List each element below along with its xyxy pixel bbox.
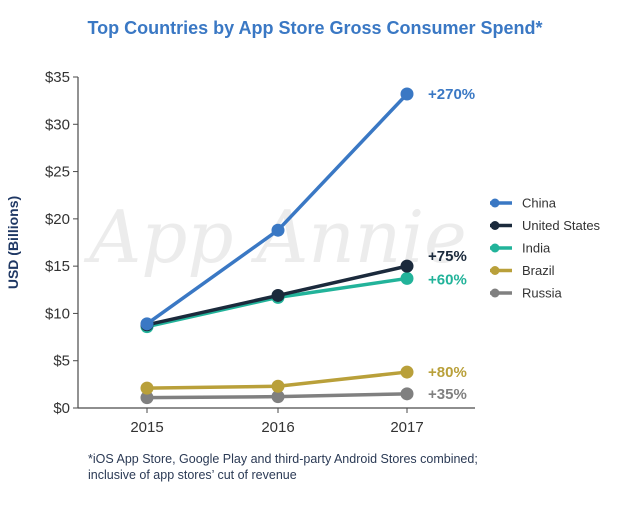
y-tick-label: $30: [45, 116, 70, 133]
data-point-russia: [140, 391, 154, 405]
legend-label-india: India: [522, 241, 551, 256]
legend-label-russia: Russia: [522, 286, 563, 301]
data-point-united-states: [400, 259, 414, 273]
legend-marker-china: [490, 198, 500, 208]
y-tick-label: $20: [45, 211, 70, 228]
legend: China United States India Brazil Russia: [490, 196, 601, 301]
series-lines: [140, 87, 414, 405]
y-tick-label: $15: [45, 258, 70, 275]
data-point-brazil: [140, 381, 154, 395]
legend-marker-russia: [490, 288, 500, 298]
x-tick-label: 2017: [390, 419, 423, 436]
annotation-united-states: +75%: [428, 248, 467, 265]
y-tick-label: $35: [45, 69, 70, 86]
annotations: +270% +75% +60% +80% +35%: [428, 86, 475, 403]
footnote-line-2: inclusive of app stores’ cut of revenue: [88, 468, 297, 482]
data-point-india: [400, 271, 414, 285]
axes: $0 $5 $10 $15 $20 $25 $30 $35 2015 2016 2017 USD (B…: [5, 69, 475, 436]
y-axis-label: USD (Billions): [5, 196, 21, 289]
annotation-russia: +35%: [428, 386, 467, 403]
data-point-brazil: [400, 365, 414, 379]
data-point-russia: [400, 387, 414, 401]
annotation-china: +270%: [428, 86, 475, 103]
x-tick-label: 2015: [130, 419, 163, 436]
y-tick-label: $25: [45, 164, 70, 181]
legend-label-china: China: [522, 196, 557, 211]
legend-marker-india: [490, 243, 500, 253]
y-tick-label: $0: [53, 400, 70, 417]
data-point-china: [400, 87, 414, 101]
legend-marker-brazil: [490, 266, 500, 275]
data-point-china: [140, 317, 154, 331]
y-tick-label: $10: [45, 305, 70, 322]
data-point-china: [271, 223, 285, 237]
annotation-brazil: +80%: [428, 364, 467, 381]
annotation-india: +60%: [428, 271, 467, 288]
y-tick-label: $5: [53, 353, 70, 370]
chart-title: Top Countries by App Store Gross Consume…: [87, 18, 543, 38]
data-point-russia: [271, 390, 285, 404]
footnote-line-1: *iOS App Store, Google Play and third-pa…: [88, 452, 478, 466]
x-tick-label: 2016: [261, 419, 294, 436]
footnote: *iOS App Store, Google Play and third-pa…: [88, 451, 478, 483]
legend-label-united-states: United States: [522, 218, 601, 233]
legend-label-brazil: Brazil: [522, 263, 555, 278]
data-point-united-states: [271, 288, 285, 302]
legend-marker-united-states: [490, 221, 500, 230]
data-point-brazil: [271, 379, 285, 393]
